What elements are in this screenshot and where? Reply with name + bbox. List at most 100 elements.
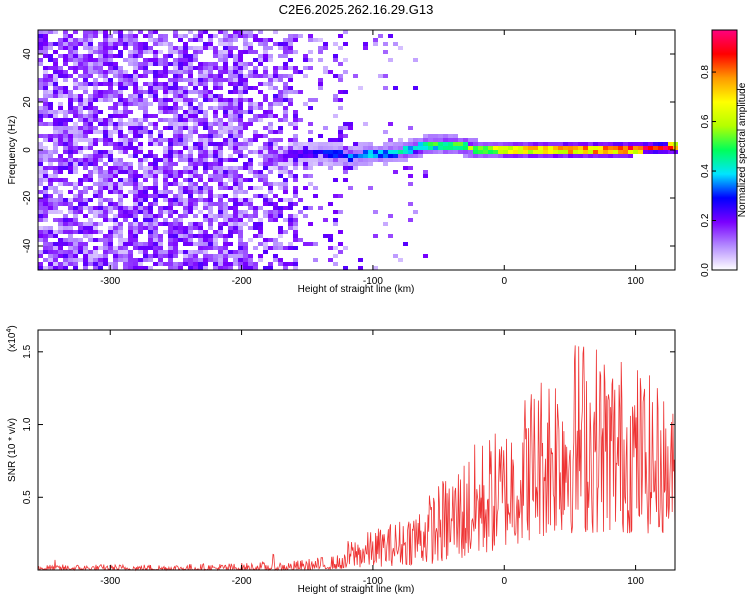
spectrogram-cell — [203, 90, 208, 94]
spectrogram-cell — [68, 206, 73, 210]
spectrogram-cell — [178, 106, 183, 110]
spectrogram-cell — [433, 138, 438, 142]
spectrogram-cell — [248, 178, 253, 182]
spectrogram-cell — [168, 54, 173, 58]
spectrogram-cell — [163, 118, 168, 122]
spectrogram-cell — [43, 86, 48, 90]
spectrogram-cell — [278, 166, 283, 170]
spectrogram-cell — [238, 146, 243, 150]
spectrogram-cell — [358, 86, 363, 90]
spectrogram-cell — [98, 66, 103, 70]
spectrogram-cell — [228, 214, 233, 218]
spectrogram-cell — [113, 182, 118, 186]
spectrogram-cell — [178, 186, 183, 190]
spectrogram-cell — [213, 238, 218, 242]
spectrogram-cell — [618, 154, 623, 158]
spectrogram-cell — [393, 170, 398, 174]
spectrogram-cell — [108, 150, 113, 154]
spectrogram-cell — [213, 66, 218, 70]
spectrogram-cell — [258, 234, 263, 238]
spectrogram-cell — [98, 74, 103, 78]
spectrogram-cell — [38, 250, 43, 254]
spectrogram-cell — [343, 178, 348, 182]
spectrogram-cell — [63, 266, 68, 270]
spectrogram-cell — [193, 130, 198, 134]
spectrogram-cell — [318, 38, 323, 42]
spectrogram-cell — [163, 150, 168, 154]
spectrogram-cell — [233, 58, 238, 62]
spectrogram-cell — [343, 90, 348, 94]
spectrogram-cell — [133, 98, 138, 102]
spectrogram-cell — [183, 262, 188, 266]
spectrogram-cell — [83, 126, 88, 130]
spectrogram-cell — [238, 238, 243, 242]
spectrogram-cell — [153, 114, 158, 118]
spectrogram-cell — [183, 230, 188, 234]
spectrogram-cell — [408, 142, 413, 146]
spectrogram-cell — [63, 114, 68, 118]
spectrogram-cell — [153, 90, 158, 94]
spectrogram-cell — [188, 82, 193, 86]
spectrogram-cell — [158, 74, 163, 78]
spectrogram-cell — [258, 114, 263, 118]
spectrogram-cell — [73, 230, 78, 234]
spectrogram-cell — [63, 218, 68, 222]
spectrogram-cell — [148, 242, 153, 246]
spectrogram-cell — [83, 82, 88, 86]
spectrogram-cell — [203, 242, 208, 246]
spectrogram-cell — [103, 118, 108, 122]
spectrogram-cell — [233, 114, 238, 118]
spectrogram-cell — [483, 154, 488, 158]
spectrogram-cell — [83, 206, 88, 210]
spectrogram-cell — [68, 66, 73, 70]
spectrogram-cell — [138, 166, 143, 170]
spectrogram-cell — [173, 118, 178, 122]
spectrogram-cell — [193, 66, 198, 70]
spectrogram-cell — [323, 142, 328, 146]
spectrogram-cell — [98, 62, 103, 66]
spectrogram-cell — [223, 34, 228, 38]
spectrogram-cell — [163, 250, 168, 254]
spectrogram-cell — [228, 250, 233, 254]
spectrogram-cell — [73, 150, 78, 154]
spectrogram-cell — [248, 266, 253, 270]
spectrogram-cell — [203, 118, 208, 122]
spectrogram-cell — [208, 94, 213, 98]
spectrogram-cell — [143, 110, 148, 114]
spectrogram-cell — [183, 50, 188, 54]
spectrogram-cell — [143, 46, 148, 50]
spectrogram-cell — [243, 110, 248, 114]
spectrogram-cell — [153, 178, 158, 182]
spectrogram-cell — [93, 214, 98, 218]
spectrogram-cell — [248, 150, 253, 154]
spectrogram-cell — [603, 142, 608, 146]
spectrogram-cell — [308, 50, 313, 54]
spectrogram-cell — [78, 162, 83, 166]
spectrogram-cell — [203, 86, 208, 90]
spectrogram-cell — [493, 146, 498, 150]
spectrogram-cell — [218, 254, 223, 258]
spectrogram-cell — [383, 130, 388, 134]
spectrogram-cell — [78, 202, 83, 206]
spectrogram-cell — [68, 222, 73, 226]
spectrogram-cell — [228, 34, 233, 38]
spectrogram-cell — [118, 70, 123, 74]
spectrogram-cell — [38, 150, 43, 154]
spectrogram-cell — [153, 218, 158, 222]
spectrogram-cell — [628, 150, 633, 154]
spectrogram-cell — [63, 86, 68, 90]
spectrogram-cell — [88, 158, 93, 162]
spectrogram-cell — [113, 262, 118, 266]
spectrogram-cell — [68, 106, 73, 110]
spectrogram-cell — [323, 70, 328, 74]
spectrogram-cell — [108, 130, 113, 134]
spectrogram-cell — [308, 122, 313, 126]
spectrogram-cell — [198, 186, 203, 190]
spectrogram-cell — [333, 162, 338, 166]
spectrogram-cell — [78, 250, 83, 254]
spectrogram-cell — [153, 138, 158, 142]
spectrogram-cell — [83, 34, 88, 38]
spectrogram-cell — [333, 114, 338, 118]
snr-panel: -300 -200 -100 0 100 0.51.01.5 Height of str… — [6, 325, 676, 595]
